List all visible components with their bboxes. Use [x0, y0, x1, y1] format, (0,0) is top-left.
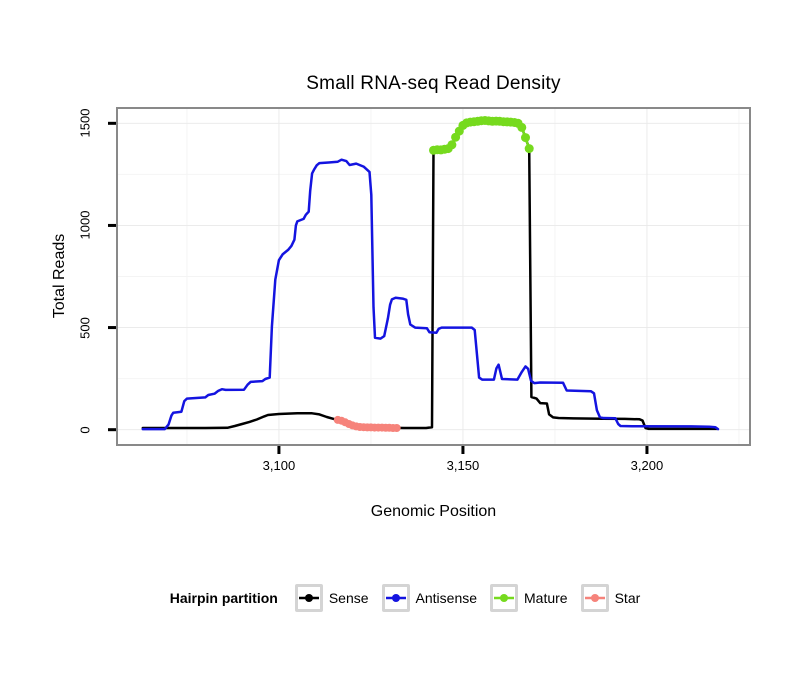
y-axis-title: Total Reads [51, 233, 68, 319]
star-key-icon [580, 584, 609, 612]
series-star-point [392, 424, 401, 432]
mature-key-icon [490, 584, 519, 612]
x-axis-title: Genomic Position [370, 503, 497, 520]
series-mature-point [447, 140, 457, 150]
series-mature-point [521, 133, 530, 143]
legend-item-mature: Mature [490, 584, 568, 612]
y-tick-label: 1500 [77, 108, 93, 138]
legend-item-antisense: Antisense [381, 584, 478, 612]
x-tick-label: 3,100 [262, 458, 296, 473]
sense-key-icon [294, 584, 323, 612]
legend-label: Star [614, 590, 641, 606]
legend-item-star: Star [580, 584, 641, 612]
legend-label: Mature [524, 590, 568, 606]
legend-label: Antisense [415, 590, 478, 606]
series-sense-line [141, 119, 719, 431]
legend-label: Sense [328, 590, 369, 606]
series-mature-point [524, 144, 534, 154]
y-tick-label: 0 [77, 426, 93, 434]
chart-title: Small RNA-seq Read Density [306, 73, 561, 94]
y-tick-label: 500 [77, 316, 93, 339]
x-tick-label: 3,200 [630, 458, 664, 473]
y-tick-label: 1000 [77, 210, 93, 240]
antisense-key-icon [381, 584, 410, 612]
series-antisense-line [141, 158, 720, 431]
legend-title: Hairpin partition [169, 590, 278, 606]
x-tick-label: 3,150 [446, 458, 480, 473]
legend: Hairpin partition Sense Antisense Mature St… [0, 583, 810, 613]
legend-item-sense: Sense [294, 584, 369, 612]
panel-border [116, 107, 751, 446]
series-mature-point [517, 122, 527, 132]
